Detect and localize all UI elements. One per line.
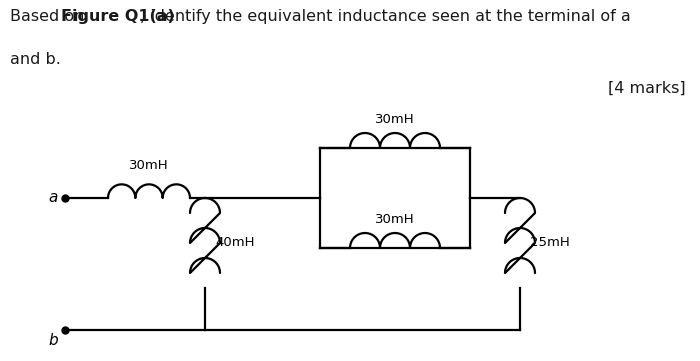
Text: , identify the equivalent inductance seen at the terminal of a: , identify the equivalent inductance see… (140, 9, 631, 24)
Text: a: a (48, 191, 57, 205)
Text: 30mH: 30mH (375, 113, 415, 126)
Text: b: b (48, 333, 58, 348)
Text: and b.: and b. (10, 52, 61, 68)
Text: 30mH: 30mH (375, 213, 415, 226)
Text: 25mH: 25mH (530, 236, 570, 249)
Text: Figure Q1(a): Figure Q1(a) (60, 9, 174, 24)
Text: [4 marks]: [4 marks] (608, 81, 685, 96)
Text: Based on: Based on (10, 9, 90, 24)
Text: 30mH: 30mH (130, 159, 169, 172)
Text: 40mH: 40mH (215, 236, 255, 249)
